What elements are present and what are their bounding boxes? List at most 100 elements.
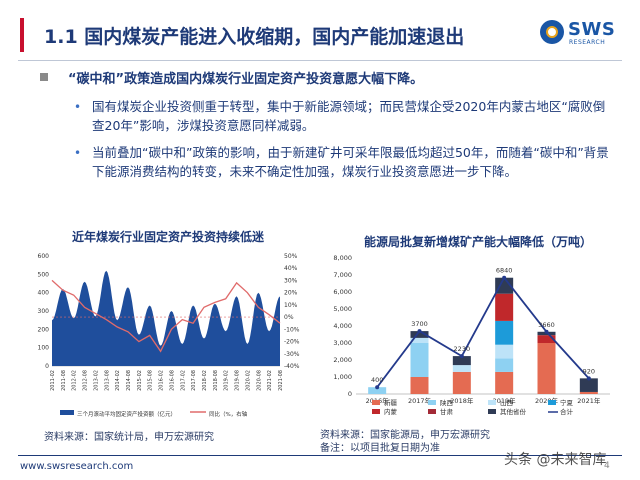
legend-label-yoy: 同比（%，右轴 <box>209 410 248 418</box>
bar-segment-山西 <box>410 337 429 343</box>
bullet-dot-icon: • <box>74 146 82 160</box>
x-tick-label: 2017-08 <box>191 370 197 391</box>
left-chart-title: 近年煤炭行业固定资产投资持续低迷 <box>72 230 265 244</box>
bar-segment-宁夏 <box>495 320 514 345</box>
x-tick-label: 2018-08 <box>213 370 219 391</box>
y-tick-label: 0 <box>348 390 352 398</box>
total-point <box>544 329 549 334</box>
bullet-paragraph-1: 国有煤炭企业投资侧重于转型，集中于新能源领域；而民营煤企受2020年内蒙古地区“… <box>92 99 606 133</box>
x-tick-label: 2019年 <box>493 396 517 405</box>
series-investment-area <box>52 270 280 366</box>
x-tick-label: 2014-02 <box>115 370 121 391</box>
y-tick-label: 6,000 <box>333 288 352 296</box>
legend-swatch <box>428 409 436 414</box>
bar-segment-其他省份 <box>495 277 514 294</box>
total-point <box>586 376 591 381</box>
legend-swatch <box>428 400 436 405</box>
y-right-tick-label: 40% <box>284 265 298 272</box>
legend-label: 其他省份 <box>500 407 527 416</box>
legend-label: 山西 <box>500 398 514 407</box>
square-bullet-icon <box>40 73 48 81</box>
total-data-label: 400 <box>371 376 383 384</box>
total-point <box>375 385 380 390</box>
bar-segment-其他省份 <box>452 356 471 366</box>
y-right-tick-label: -20% <box>284 339 300 346</box>
y-tick-label: 5,000 <box>333 305 352 313</box>
y-right-tick-label: 0% <box>284 314 294 321</box>
x-tick-label: 2015-08 <box>148 370 154 391</box>
y-right-tick-label: -40% <box>284 363 300 370</box>
logo-emblem-icon <box>540 20 564 44</box>
legend-swatch <box>548 400 556 405</box>
page-number: 4 <box>604 461 610 471</box>
right-chart-source: 资料来源：国家能源局，申万宏源研究 <box>320 430 490 441</box>
x-tick-label: 2020-08 <box>256 370 262 391</box>
bar-segment-内蒙 <box>495 293 514 321</box>
left-chart: 600 500 400 300 200 100 0 50% 40% 30% 20% 10% 0% -10… <box>38 253 300 418</box>
bullet-dot-icon: • <box>74 100 82 114</box>
legend-swatch <box>488 409 496 414</box>
y-left-tick-label: 400 <box>38 290 50 297</box>
x-tick-label: 2021年 <box>577 396 601 405</box>
bar-segment-山西 <box>495 344 514 359</box>
y-right-tick-label: -10% <box>284 326 300 333</box>
legend-label: 宁夏 <box>560 398 574 407</box>
logo-text: SWS <box>568 19 616 40</box>
bar-segment-新疆 <box>579 391 598 394</box>
total-data-label: 6840 <box>496 267 513 275</box>
bar-segment-其他省份 <box>410 331 429 338</box>
y-tick-label: 1,000 <box>333 373 352 381</box>
x-tick-label: 2013-02 <box>93 370 99 391</box>
left-chart-source: 资料来源：国家统计局，申万宏源研究 <box>44 432 214 443</box>
y-left-tick-label: 0 <box>45 363 49 370</box>
series-yoy-line <box>51 279 281 353</box>
section-heading: “碳中和”政策造成国内煤炭行业固定资产投资意愿大幅下降。 <box>68 72 424 87</box>
total-data-label: 2230 <box>454 345 471 353</box>
title-accent-bar <box>20 18 24 52</box>
x-tick-label: 2012-02 <box>72 370 78 391</box>
y-tick-label: 7,000 <box>333 271 352 279</box>
bar-segment-陕西 <box>495 358 514 372</box>
x-tick-label: 2019-08 <box>235 370 241 391</box>
y-right-tick-label: -30% <box>284 351 300 358</box>
y-tick-label: 2,000 <box>333 356 352 364</box>
footer-url-link[interactable]: www.swsresearch.com <box>20 461 134 472</box>
bar-segment-其他省份 <box>579 378 598 392</box>
page-title: 1.1 国内煤炭产能进入收缩期，国内产能加速退出 <box>44 26 465 48</box>
bar-segment-新疆 <box>452 371 471 394</box>
bar-segment-新疆 <box>410 377 429 394</box>
x-tick-label: 2015-02 <box>137 370 143 391</box>
x-tick-label: 2012-08 <box>83 370 89 391</box>
x-tick-label: 2018年 <box>450 396 474 405</box>
total-point <box>502 275 507 280</box>
y-left-tick-label: 500 <box>38 271 50 278</box>
bar-segment-内蒙 <box>537 335 556 343</box>
y-tick-label: 4,000 <box>333 322 352 330</box>
legend-swatch <box>488 400 496 405</box>
y-left-tick-label: 300 <box>38 308 50 315</box>
y-tick-label: 8,000 <box>333 254 352 262</box>
y-left-tick-label: 100 <box>38 345 50 352</box>
bar-segment-陕西 <box>368 387 387 394</box>
x-tick-label: 2019-02 <box>224 370 230 391</box>
x-tick-label: 2011-08 <box>61 370 67 391</box>
right-chart: 400 3700 2230 6840 3660 920 8,000 7,000 6,000 5,… <box>333 254 610 416</box>
total-data-label: 920 <box>583 367 595 375</box>
footer-divider <box>18 455 622 456</box>
x-tick-label: 2017年 <box>408 396 432 405</box>
x-tick-label: 2016-08 <box>169 370 175 391</box>
legend-swatch <box>372 409 380 414</box>
y-left-tick-label: 600 <box>38 253 50 260</box>
x-tick-label: 2021-08 <box>278 370 284 391</box>
bullet-paragraph-2: 当前叠加“碳中和”政策的影响，由于新建矿井可采年限最低均超过50年，而随着“碳中… <box>92 145 609 179</box>
legend-swatch <box>372 400 380 405</box>
legend-label: 新疆 <box>384 398 398 407</box>
total-point <box>459 354 464 359</box>
x-tick-label: 2020年 <box>535 396 559 405</box>
legend-swatch-investment <box>60 410 74 415</box>
legend-label: 内蒙 <box>384 407 398 416</box>
sws-logo: SWS RESEARCH <box>540 16 622 50</box>
bar-segment-陕西 <box>410 343 429 377</box>
bar-segment-新疆 <box>495 371 514 394</box>
total-point <box>417 329 422 334</box>
